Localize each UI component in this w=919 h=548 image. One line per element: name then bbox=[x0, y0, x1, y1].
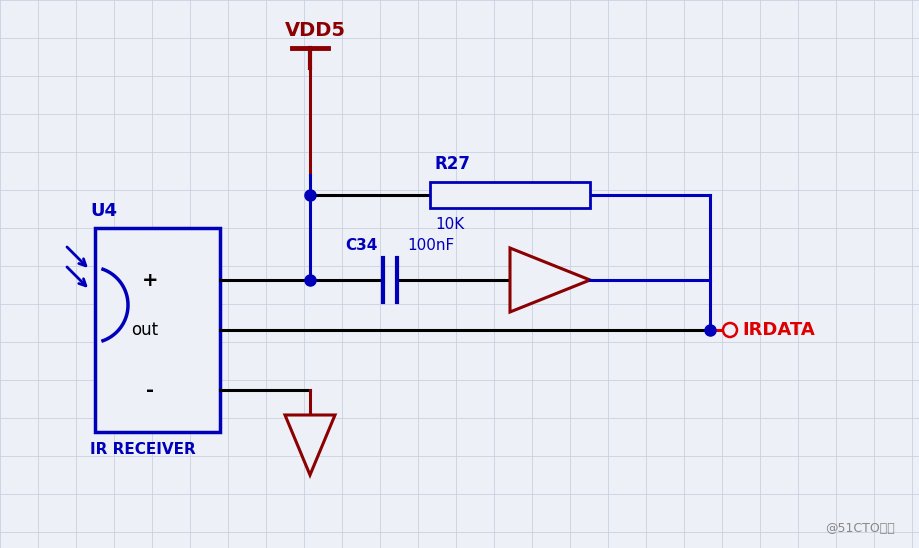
Text: out: out bbox=[131, 321, 159, 339]
Text: 10K: 10K bbox=[435, 217, 464, 232]
Text: @51CTO博客: @51CTO博客 bbox=[825, 522, 895, 535]
Text: -: - bbox=[146, 380, 154, 399]
Polygon shape bbox=[510, 248, 590, 312]
Polygon shape bbox=[285, 415, 335, 475]
Text: +: + bbox=[142, 271, 158, 289]
Text: R27: R27 bbox=[435, 155, 471, 173]
Bar bbox=[430, 182, 590, 208]
Circle shape bbox=[723, 323, 737, 337]
Text: IR RECEIVER: IR RECEIVER bbox=[90, 442, 196, 457]
Bar bbox=[95, 228, 220, 432]
Text: 100nF: 100nF bbox=[407, 238, 454, 253]
Text: IRDATA: IRDATA bbox=[742, 321, 815, 339]
Text: C34: C34 bbox=[346, 238, 378, 253]
Text: U4: U4 bbox=[90, 202, 117, 220]
Text: VDD5: VDD5 bbox=[285, 21, 346, 40]
